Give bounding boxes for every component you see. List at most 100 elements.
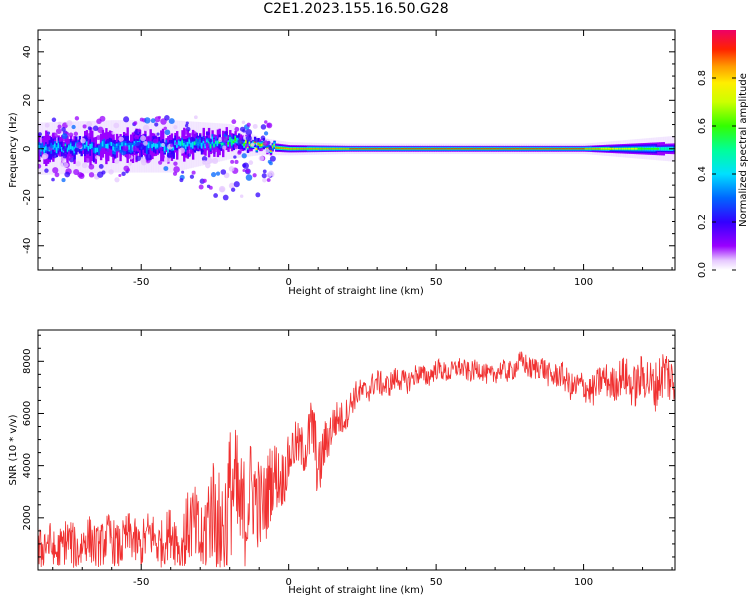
spectrogram-cell bbox=[388, 148, 391, 150]
spectrogram-cell bbox=[434, 148, 437, 150]
spectrogram-cell bbox=[542, 148, 545, 150]
spectrogram-cell bbox=[145, 146, 149, 152]
spectrogram-dot bbox=[88, 163, 95, 170]
spectrogram-dot bbox=[139, 117, 144, 122]
spectrogram-cell bbox=[260, 144, 264, 146]
spectrogram-cell bbox=[351, 148, 354, 150]
spectrogram-dot bbox=[84, 156, 91, 163]
spectrogram-cell bbox=[634, 147, 637, 150]
spectrogram-dot bbox=[184, 123, 189, 128]
spectrogram-cell bbox=[614, 148, 618, 150]
spectrogram-cell bbox=[181, 140, 184, 146]
spectrogram-dot bbox=[164, 129, 171, 136]
spectrogram-dot bbox=[205, 142, 210, 148]
spectrogram-dot bbox=[190, 131, 198, 138]
spectrogram-dot bbox=[51, 177, 55, 182]
spectrogram-cell bbox=[409, 148, 412, 150]
spectrogram-cell bbox=[522, 148, 526, 150]
spectrogram-dot bbox=[87, 126, 92, 131]
snr-x-tick-label: 50 bbox=[430, 577, 443, 588]
spectrogram-dot bbox=[44, 168, 49, 173]
spectrogram-cell bbox=[482, 148, 485, 150]
spectrogram-cell bbox=[292, 148, 296, 150]
spectrogram-cell bbox=[186, 141, 190, 147]
spectrogram-cell bbox=[512, 148, 515, 150]
spectrogram-cell bbox=[80, 147, 83, 152]
spectrogram-cell bbox=[627, 148, 630, 150]
spectrogram-cell bbox=[103, 140, 106, 146]
spectrogram-dot bbox=[61, 145, 68, 152]
spectrogram-cell bbox=[666, 147, 669, 150]
spectrogram-cell bbox=[413, 148, 416, 150]
spectrogram-dot bbox=[218, 185, 226, 193]
spectrogram-cell bbox=[590, 148, 593, 150]
spectrogram-dot bbox=[118, 173, 122, 178]
spectrogram-cell bbox=[429, 148, 432, 150]
spectrogram-cell bbox=[406, 148, 409, 150]
spectrogram-dot bbox=[92, 125, 99, 132]
spectrogram-cell bbox=[98, 147, 101, 153]
spectrogram-dot bbox=[237, 144, 243, 149]
spectrogram-cell bbox=[257, 143, 260, 145]
spectrogram-dot bbox=[195, 139, 201, 145]
spectrogram-cell bbox=[156, 144, 159, 148]
spectrogram-cell bbox=[314, 148, 317, 150]
spectrogram-cell bbox=[92, 147, 96, 153]
spectrogram-cell bbox=[503, 148, 506, 150]
spectrogram-cell bbox=[275, 147, 278, 149]
spectrogram-dot bbox=[222, 194, 229, 201]
spectrogram-dot bbox=[163, 126, 167, 131]
spectrogram-cell bbox=[457, 148, 460, 150]
spectrogram-dot bbox=[258, 155, 265, 162]
spectrogram-cell bbox=[565, 148, 568, 150]
snr-x-tick-label: 0 bbox=[285, 577, 291, 588]
spectrogram-cell bbox=[352, 148, 356, 150]
snr-panel: -50 0 50 100 2000 4000 6000 8000 Height of stra… bbox=[8, 329, 676, 596]
spectrogram-dot bbox=[262, 140, 269, 147]
spectrogram-cell bbox=[372, 148, 375, 150]
spectrogram-cell bbox=[459, 148, 462, 150]
spectrogram-dot bbox=[202, 160, 207, 165]
spectrogram-cell bbox=[285, 147, 289, 150]
spectrogram-cell bbox=[326, 148, 329, 150]
spectrogram-cell bbox=[130, 145, 133, 151]
spectrogram-cell bbox=[101, 141, 105, 147]
spectrogram-cell bbox=[271, 146, 274, 148]
spectrogram-dot bbox=[166, 152, 173, 159]
spectrogram-cell bbox=[487, 148, 490, 150]
spectrogram-dot bbox=[245, 169, 250, 173]
spectrogram-cell bbox=[623, 148, 627, 150]
spectrogram-dot bbox=[266, 123, 271, 128]
spectrogram-cell bbox=[377, 148, 381, 150]
spectrogram-cell bbox=[430, 148, 434, 150]
spectrogram-cell bbox=[593, 148, 597, 150]
spectrogram-cell bbox=[535, 148, 538, 150]
spectrogram-cell bbox=[91, 143, 94, 149]
spectrogram-dot bbox=[252, 123, 258, 129]
spectrogram-cell bbox=[395, 148, 398, 150]
spectrogram-cell bbox=[119, 145, 122, 150]
spectrogram-dot bbox=[61, 178, 66, 183]
spectrogram-cell bbox=[87, 145, 90, 152]
spectrogram-dot bbox=[156, 132, 160, 136]
spectrogram-cell bbox=[312, 148, 315, 150]
spectrogram-cell bbox=[460, 148, 464, 150]
colorbar-tick-label: 0.4 bbox=[697, 166, 708, 182]
spectrogram-cell bbox=[71, 146, 75, 151]
spectrogram-cell bbox=[108, 141, 112, 145]
spectrogram-cell bbox=[506, 148, 510, 150]
spectrogram-dot bbox=[133, 134, 139, 140]
spectrogram-dot bbox=[47, 155, 52, 160]
spectrogram-cell bbox=[222, 142, 225, 146]
spectrogram-cell bbox=[107, 143, 110, 150]
spectrogram-cell bbox=[416, 148, 420, 150]
spectrogram-dot bbox=[230, 187, 236, 192]
spectrogram-cell bbox=[280, 147, 283, 149]
spectrogram-cell bbox=[574, 148, 577, 150]
spectrogram-dot bbox=[68, 132, 74, 138]
spectrogram-dot bbox=[74, 116, 80, 121]
spectrogram-dot bbox=[239, 126, 245, 132]
spectrogram-cell bbox=[561, 148, 565, 150]
spectrogram-cell bbox=[153, 142, 156, 147]
spectrogram-cell bbox=[604, 148, 607, 150]
